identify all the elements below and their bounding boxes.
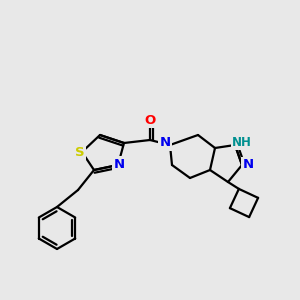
Text: S: S	[75, 146, 85, 158]
Text: O: O	[144, 113, 156, 127]
Text: N: N	[242, 158, 253, 172]
Text: N: N	[159, 136, 171, 149]
Text: N: N	[113, 158, 124, 170]
Text: NH: NH	[232, 136, 252, 149]
